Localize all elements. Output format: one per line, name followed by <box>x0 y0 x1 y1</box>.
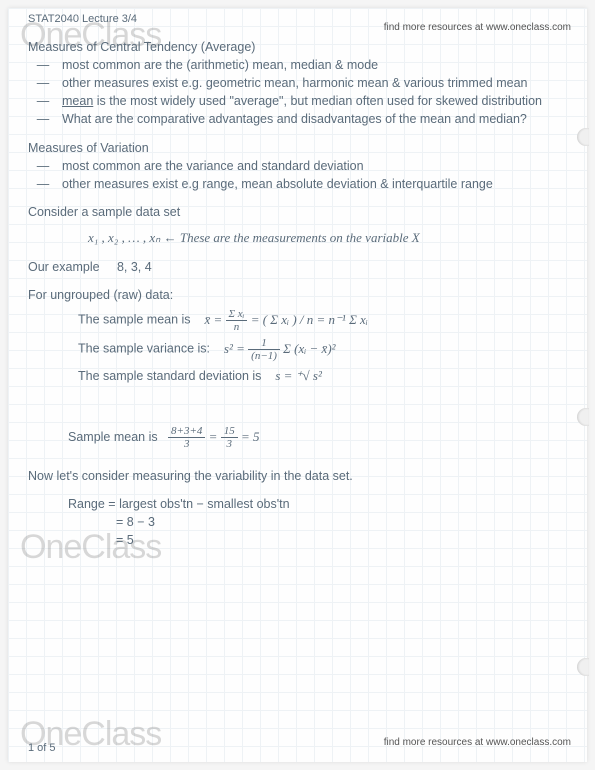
bullet: most common are the (arithmetic) mean, m… <box>62 56 567 74</box>
page-count: 1 of 5 <box>28 742 56 754</box>
paper-hole <box>577 658 589 676</box>
sample-notation: x₁ , x₂ , … , xₙ ← These are the measure… <box>88 229 567 248</box>
bullet: other measures exist e.g. geometric mean… <box>62 74 567 92</box>
paper-hole <box>577 408 589 426</box>
bullet: most common are the variance and standar… <box>62 157 567 175</box>
sample-mean-calc: Sample mean is 8+3+43 = 153 = 5 <box>68 430 259 444</box>
ungrouped-line: For ungrouped (raw) data: <box>28 286 567 304</box>
mean-formula: The sample mean is x̄ = Σ xᵢn = ( Σ xᵢ )… <box>78 308 567 333</box>
bullet: mean is the most widely used "average", … <box>62 92 567 110</box>
range-block: Range = largest obs'tn − smallest obs'tn… <box>68 495 567 549</box>
variance-formula: The sample variance is: s² = 1(n−1) Σ (x… <box>78 337 567 362</box>
consider-line: Consider a sample data set <box>28 203 567 221</box>
paper-hole <box>577 128 589 146</box>
variability-line: Now let's consider measuring the variabi… <box>28 467 567 485</box>
bullet: What are the comparative advantages and … <box>62 110 567 128</box>
example-label: Our example <box>28 260 100 274</box>
handwritten-notes: STAT2040 Lecture 3/4 Measures of Central… <box>28 12 567 549</box>
notebook-page: OneClass OneClass OneClass find more res… <box>8 8 587 762</box>
section-title: Measures of Central Tendency (Average) <box>28 38 567 56</box>
bullet: other measures exist e.g range, mean abs… <box>62 175 567 193</box>
resources-link-bottom: find more resources at www.oneclass.com <box>384 737 571 748</box>
sd-formula: The sample standard deviation is s = ⁺√ … <box>78 367 567 386</box>
example-values: 8, 3, 4 <box>117 260 152 274</box>
lecture-header: STAT2040 Lecture 3/4 <box>28 12 567 28</box>
section-title: Measures of Variation <box>28 139 567 157</box>
